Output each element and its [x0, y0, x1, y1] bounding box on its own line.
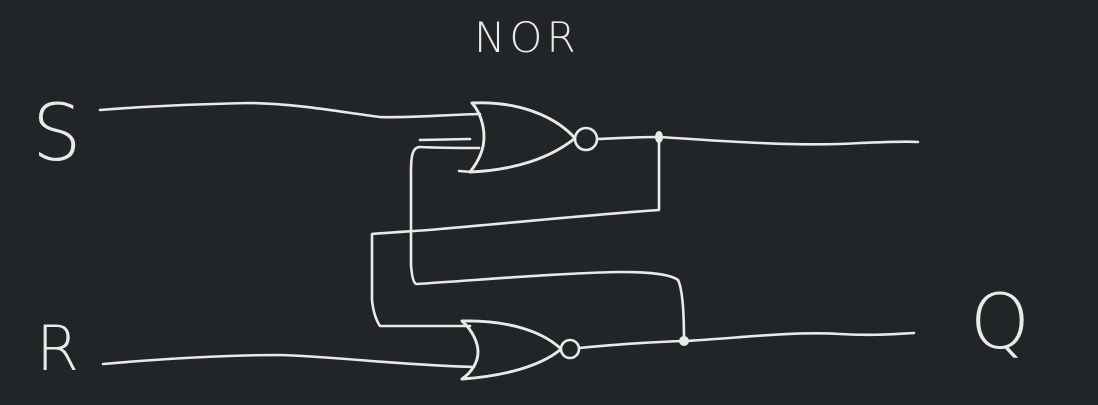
nor-bubble-top — [575, 128, 597, 150]
diagram-title: NOR — [474, 13, 580, 62]
nor-gate-top-second-input — [420, 139, 470, 140]
wire-top-output — [597, 137, 918, 144]
wire-r-input — [103, 355, 474, 367]
wire-feedback-bottom-to-top — [411, 147, 684, 341]
nor-bubble-bottom — [561, 340, 579, 358]
nor-gate-top-input-mark — [459, 171, 472, 172]
nor-gate-bottom — [462, 321, 560, 379]
nor-gate-top — [470, 103, 574, 172]
wire-s-input — [100, 103, 480, 117]
junction-bottom-output — [679, 336, 689, 346]
label-s: S — [32, 89, 82, 179]
label-q: Q — [970, 277, 1030, 366]
wire-bottom-output — [579, 333, 914, 348]
label-r: R — [36, 312, 79, 385]
